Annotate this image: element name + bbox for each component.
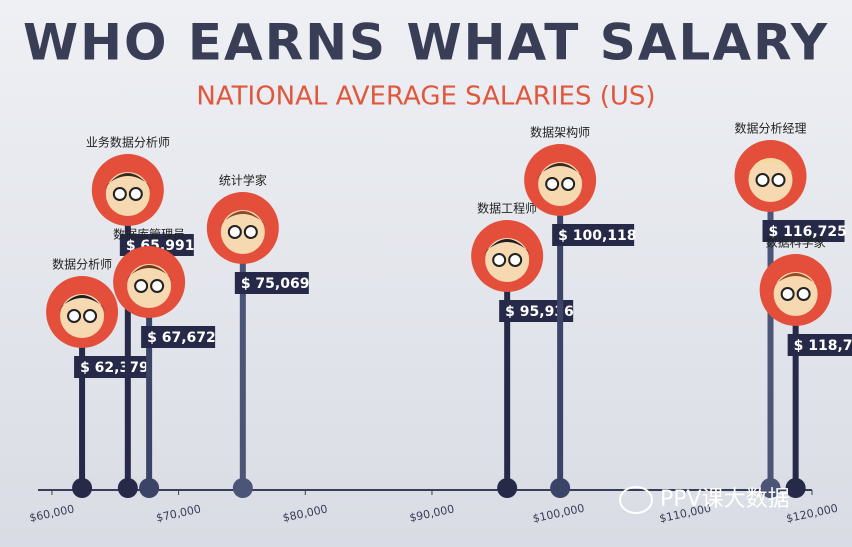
pole-base [232, 478, 253, 498]
value-label-box: $ 67,672 [141, 326, 216, 348]
value-label: $ 100,118 [558, 228, 636, 244]
pole-base [72, 478, 93, 498]
avatar-eye [561, 177, 576, 191]
avatar-hair [483, 239, 532, 256]
value-label: $ 118,709 [794, 338, 852, 354]
value-label-bg [141, 326, 216, 348]
avatar-eye [227, 225, 242, 239]
avatar-eye [112, 187, 127, 201]
avatar-hair [536, 163, 585, 180]
value-label: $ 62,379 [80, 360, 149, 376]
avatar-eye [492, 253, 507, 267]
pole-base [139, 478, 160, 498]
avatar-hair [58, 295, 107, 312]
avatar-eye [780, 287, 795, 301]
role-name: 数据分析经理 [735, 121, 807, 136]
value-label-box: $ 95,936 [499, 300, 574, 322]
value-label-bg [762, 220, 845, 242]
avatar-hair [771, 273, 820, 290]
avatar-eye [150, 279, 165, 293]
value-label-box: $ 62,379 [74, 356, 149, 378]
avatar-eye [83, 309, 98, 323]
role-name: 统计学家 [219, 173, 267, 188]
watermark: PPV课大数据 [619, 486, 790, 514]
value-label-box: $ 118,709 [787, 334, 852, 356]
role-name: 业务数据分析师 [86, 135, 170, 150]
watermark-icon [619, 486, 653, 514]
avatar-eye [771, 173, 786, 187]
value-label: $ 75,069 [241, 276, 310, 292]
pole-base [117, 478, 138, 498]
role-name: 数据分析师 [52, 257, 112, 272]
avatar-hair [125, 265, 174, 282]
value-label-bg [787, 334, 852, 356]
avatar-face [538, 162, 583, 206]
avatar-eye [545, 177, 560, 191]
avatar-eye [755, 173, 770, 187]
pole-base [760, 478, 781, 498]
watermark-text: PPV课大数据 [660, 487, 790, 512]
avatar-eye [128, 187, 143, 201]
avatar-eye [508, 253, 523, 267]
avatar-eye [243, 225, 258, 239]
avatar-hair [746, 159, 795, 176]
role-name: 数据工程师 [477, 201, 537, 216]
role-name: 数据科学家 [766, 235, 826, 250]
pole-base [785, 478, 806, 498]
avatar-hair [103, 173, 152, 190]
pole-base [550, 478, 571, 498]
value-label-bg [499, 300, 574, 322]
avatar-eye [134, 279, 149, 293]
avatar-eye [67, 309, 82, 323]
value-label-bg [234, 272, 309, 294]
value-label-box: $ 75,069 [234, 272, 310, 294]
role-name: 数据架构师 [530, 125, 590, 140]
value-label: $ 95,936 [505, 304, 574, 320]
pole-base [497, 478, 518, 498]
avatar-face [60, 294, 105, 338]
value-label-box: $ 116,725 [762, 220, 847, 242]
avatar-face [748, 158, 793, 202]
chart-subtitle: NATIONAL AVERAGE SALARIES (US) [196, 82, 655, 112]
value-label: $ 67,672 [147, 330, 216, 346]
avatar-hair [218, 211, 267, 228]
avatar-face [127, 264, 172, 308]
chart-title: WHO EARNS WHAT SALARY [23, 14, 829, 72]
avatar-eye [796, 287, 811, 301]
avatar-face [105, 172, 150, 216]
value-label-bg [552, 224, 635, 246]
role-name: 数据库管理员 [113, 227, 185, 242]
avatar-face [485, 238, 530, 282]
value-label-box: $ 100,118 [552, 224, 637, 246]
avatar-face [220, 210, 265, 254]
value-label: $ 116,725 [769, 224, 847, 240]
avatar-face [773, 272, 818, 316]
